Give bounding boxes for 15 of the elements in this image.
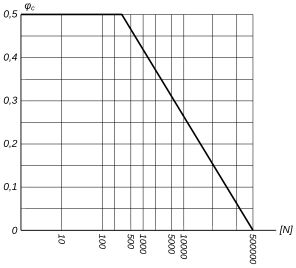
x-tick-label: 100 — [99, 234, 106, 250]
x-tick-label: 5000 — [168, 234, 175, 254]
x-tick-label: 1000 — [140, 234, 146, 254]
y-tick-label: 0,2 — [4, 140, 18, 148]
y-tick-label: 0,4 — [4, 54, 18, 62]
x-tick-label: 10000 — [180, 234, 188, 260]
y-tick-label: 0 — [12, 226, 18, 234]
x-tick-label: 500 — [128, 234, 134, 250]
y-tick-label: 0,3 — [4, 96, 18, 106]
y-axis-title: φ$_{c}$ — [24, 4, 35, 12]
y-tick-label: 0,1 — [4, 183, 17, 192]
y-tick-label: 0,5 — [4, 10, 18, 19]
x-tick-label: 10 — [58, 234, 65, 244]
x-axis-title: [N] — [280, 226, 293, 236]
x-tick-label: 500000 — [250, 234, 256, 264]
